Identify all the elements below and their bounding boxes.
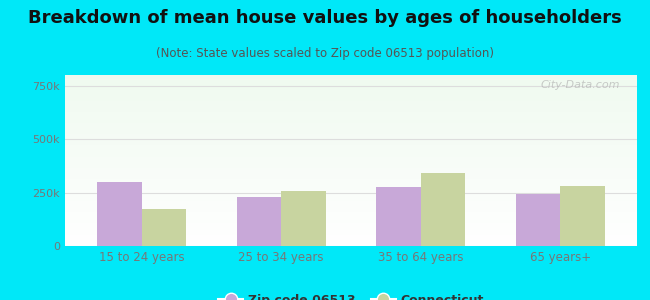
Bar xyxy=(142,208,187,246)
Bar xyxy=(515,194,560,246)
Bar xyxy=(281,191,326,246)
Bar xyxy=(376,187,421,246)
Text: (Note: State values scaled to Zip code 06513 population): (Note: State values scaled to Zip code 0… xyxy=(156,46,494,59)
Bar xyxy=(421,173,465,246)
Bar xyxy=(237,197,281,246)
Text: Breakdown of mean house values by ages of householders: Breakdown of mean house values by ages o… xyxy=(28,9,622,27)
Legend: Zip code 06513, Connecticut: Zip code 06513, Connecticut xyxy=(213,289,489,300)
Bar xyxy=(560,186,605,246)
Text: City-Data.com: City-Data.com xyxy=(540,80,620,90)
Bar xyxy=(97,182,142,246)
